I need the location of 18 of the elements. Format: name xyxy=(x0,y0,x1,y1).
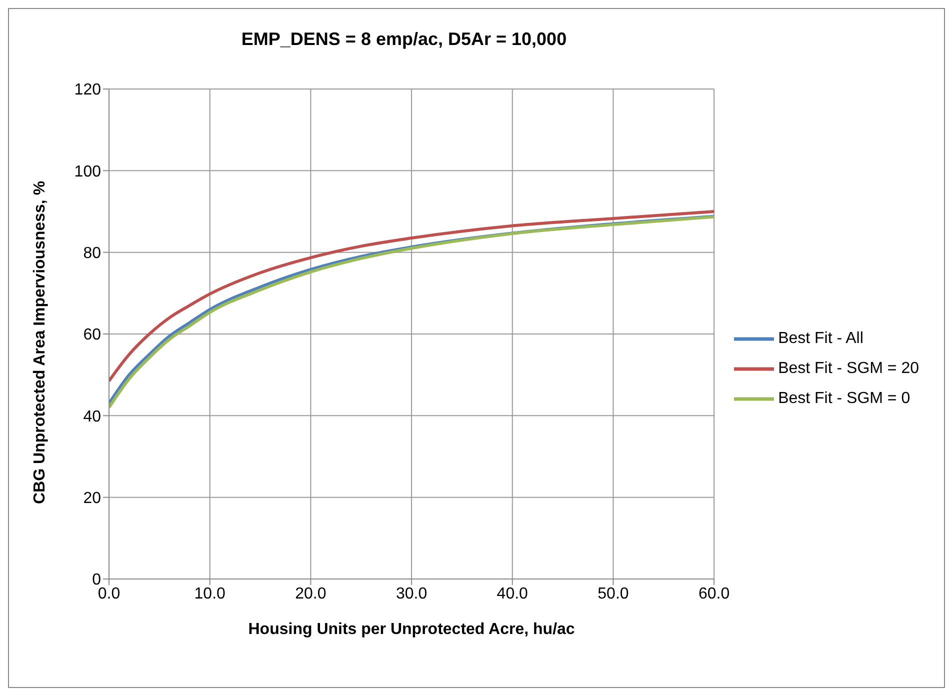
y-tick-label: 100 xyxy=(74,163,102,180)
legend-label: Best Fit - SGM = 0 xyxy=(778,389,910,409)
chart-title: EMP_DENS = 8 emp/ac, D5Ar = 10,000 xyxy=(240,29,568,50)
x-tick-label: 60.0 xyxy=(698,585,730,602)
y-tick-label: 40 xyxy=(83,408,102,426)
x-tick-label: 40.0 xyxy=(496,585,528,602)
y-tick-label: 120 xyxy=(74,82,102,99)
x-tick-label: 30.0 xyxy=(396,585,428,602)
y-tick-label: 20 xyxy=(83,490,102,508)
x-tick-label: 50.0 xyxy=(598,585,629,602)
x-axis-title: Housing Units per Unprotected Acre, hu/ac xyxy=(248,621,575,638)
legend-label: Best Fit - SGM = 20 xyxy=(778,359,919,379)
x-tick-label: 10.0 xyxy=(194,585,226,602)
legend-label: Best Fit - All xyxy=(778,329,864,349)
y-tick-label: 60 xyxy=(83,326,102,344)
y-tick-label: 80 xyxy=(83,245,102,262)
x-tick-label: 20.0 xyxy=(295,585,326,602)
y-axis-title: CBG Unprotected Area Imperviousness, % xyxy=(32,180,49,504)
